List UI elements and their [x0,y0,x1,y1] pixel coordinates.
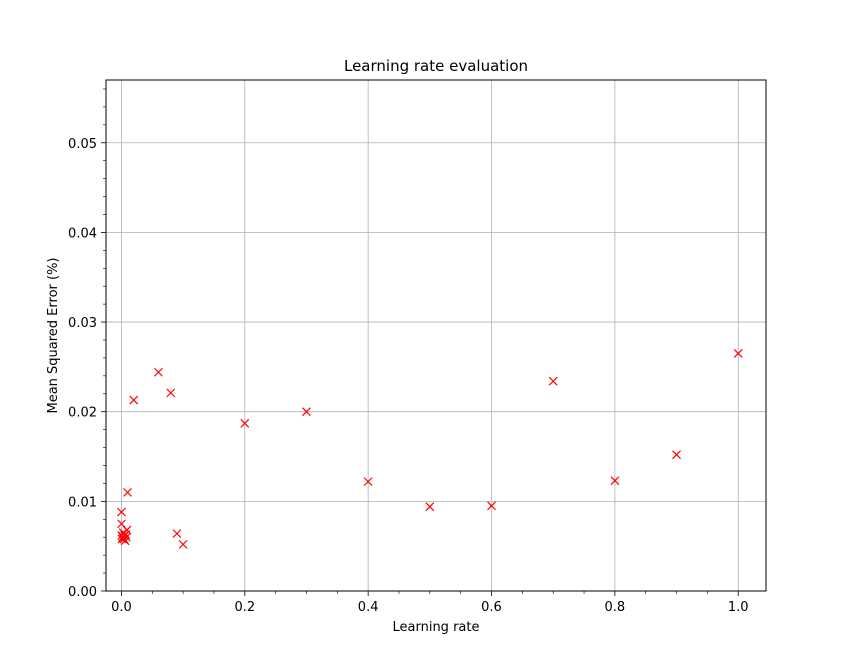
y-tick-label: 0.03 [68,316,97,331]
data-points [117,349,743,549]
x-tick-label: 0.2 [234,600,255,615]
x-tick-label: 1.0 [728,600,749,615]
data-point [123,487,133,497]
x-tick-label: 0.8 [605,600,626,615]
axis-ticks: 0.0 0.2 0.4 0.6 0.8 1.0 0.00 0.01 0.02 0.03 0.04 0.… [68,88,749,615]
plot-frame [105,79,767,592]
x-tick-label: 0.4 [358,600,379,615]
data-point [302,407,311,417]
data-point [548,376,558,386]
x-tick-label: 0.6 [481,600,502,615]
y-tick-label: 0.01 [68,495,97,510]
data-point [154,367,163,377]
data-point [166,388,176,398]
data-point [240,418,250,428]
data-point [672,450,681,460]
grid-lines [106,80,766,592]
data-point [733,349,743,358]
data-point [122,525,132,535]
y-tick-label: 0.02 [68,406,97,421]
data-point [487,501,496,511]
chart-title: Learning rate evaluation [344,57,528,75]
data-point [363,477,373,487]
y-tick-label: 0.00 [68,585,97,600]
data-point [425,502,435,512]
x-axis-label: Learning rate [393,620,480,635]
y-axis-label: Mean Squared Error (%) [46,257,61,413]
y-tick-label: 0.05 [68,137,97,152]
x-tick-label: 0.0 [111,600,132,615]
data-point [129,395,139,405]
data-point [172,529,182,539]
data-point [178,539,188,549]
data-point [610,476,620,486]
data-point [121,532,131,542]
y-tick-label: 0.04 [68,226,97,241]
data-point [117,507,126,517]
